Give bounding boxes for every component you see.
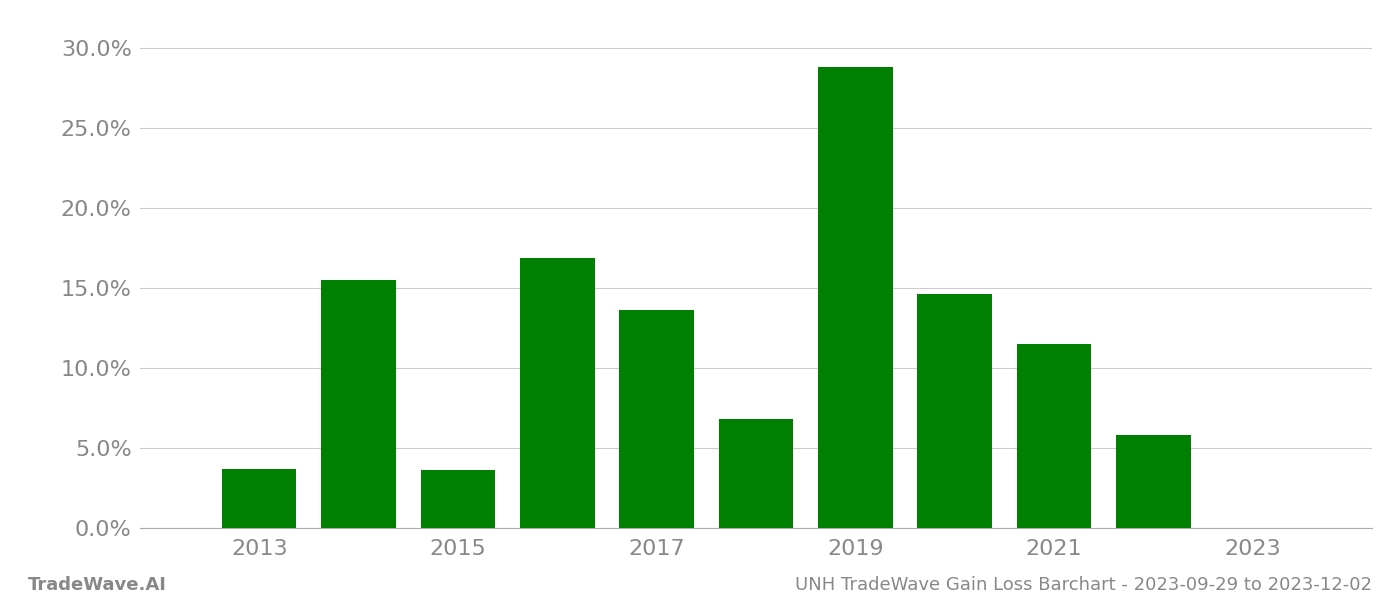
Bar (1016, 344, 1092, 528)
Bar (619, 310, 694, 528)
Bar (322, 280, 396, 528)
Text: TradeWave.AI: TradeWave.AI (28, 576, 167, 594)
Bar (519, 257, 595, 528)
Bar (223, 469, 297, 528)
Bar (917, 295, 993, 528)
Bar (718, 419, 794, 528)
Text: UNH TradeWave Gain Loss Barchart - 2023-09-29 to 2023-12-02: UNH TradeWave Gain Loss Barchart - 2023-… (795, 576, 1372, 594)
Bar (818, 67, 893, 528)
Bar (1116, 435, 1190, 528)
Bar (420, 470, 496, 528)
